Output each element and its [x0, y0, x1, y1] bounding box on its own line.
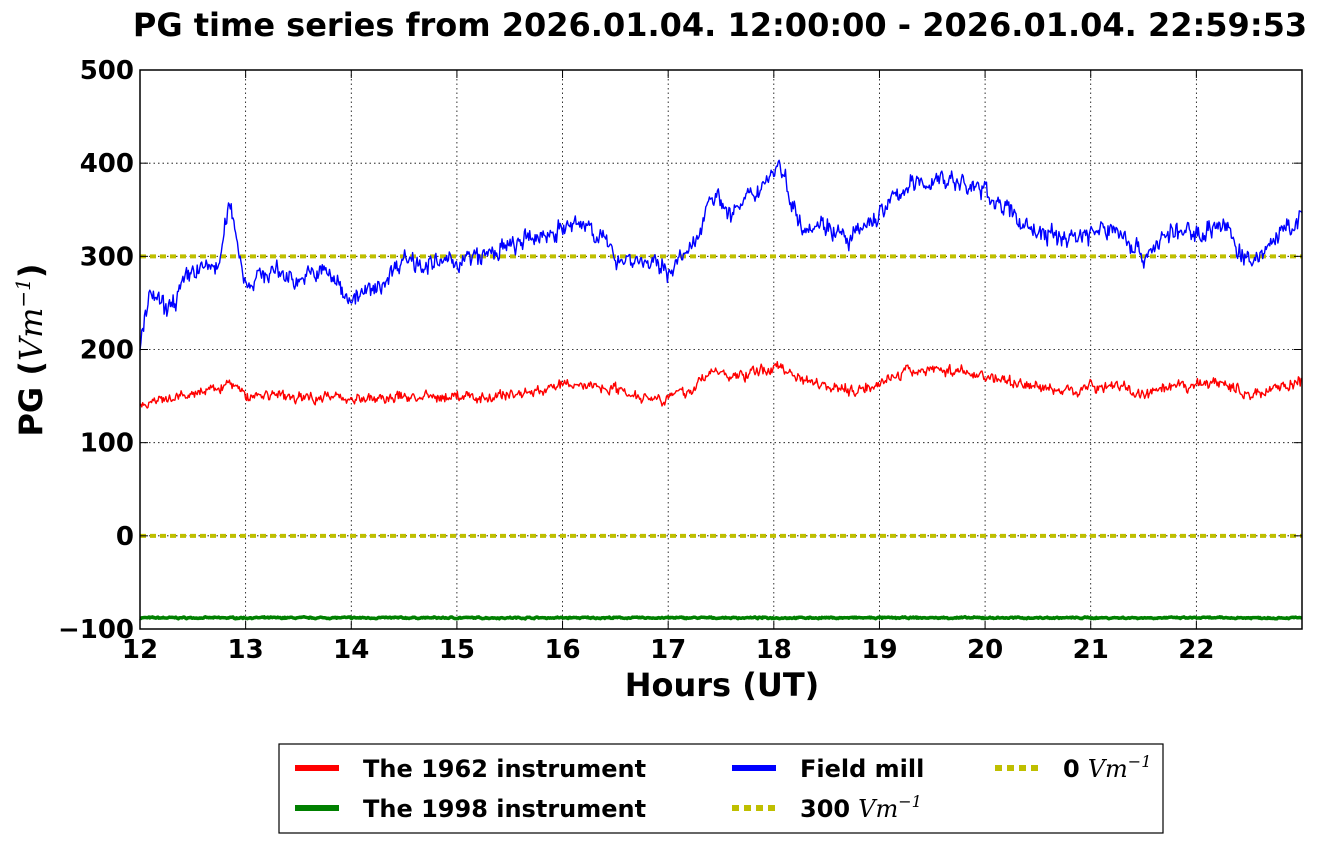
legend-label: The 1998 instrument: [363, 795, 646, 823]
x-tick-label: 14: [333, 635, 369, 665]
y-axis-label-prefix: PG (: [12, 361, 50, 436]
legend-label: Field mill: [800, 755, 924, 783]
legend-label: The 1962 instrument: [363, 755, 646, 783]
legend-item: 300 Vm−1: [732, 792, 922, 823]
legend-item: Field mill: [732, 755, 924, 783]
legend-items: The 1962 instrument Field mill 0 Vm−1 The 19…: [295, 752, 1151, 823]
legend-item: The 1962 instrument: [295, 755, 646, 783]
legend-item: The 1998 instrument: [295, 795, 646, 823]
legend-label: 300 Vm−1: [800, 792, 922, 823]
y-axis-label-suffix: ): [12, 263, 50, 278]
y-tick-label: 100: [80, 429, 134, 459]
legend: The 1962 instrument Field mill 0 Vm−1 The 19…: [278, 743, 1164, 834]
series-line-field-mill: [139, 159, 1303, 351]
x-tick-label: 16: [544, 635, 580, 665]
x-tick-label: 21: [1073, 635, 1109, 665]
x-tick-label: 22: [1178, 635, 1214, 665]
legend-box: [278, 743, 1164, 834]
y-tick-label: 200: [80, 336, 134, 366]
legend-item: 0 Vm−1: [995, 752, 1151, 783]
y-tick-label: 0: [116, 522, 134, 552]
series-line-the-1998-instrument: [139, 614, 1303, 621]
y-axis-label-unit: Vm: [12, 308, 50, 361]
chart-title: PG time series from 2026.01.04. 12:00:00…: [133, 6, 1307, 44]
x-tick-label: 17: [650, 635, 686, 665]
plot-series: [139, 159, 1303, 621]
axis-ticks: 12 13 14 15 16 17 18 19 20 21 22 −100 0 100 200 300 400 5…: [58, 56, 1302, 665]
y-axis-label: PG (Vm−1): [11, 263, 50, 436]
y-axis-label-exp: −1: [11, 278, 35, 307]
y-tick-label: −100: [58, 615, 134, 645]
series-line-the-1962-instrument: [139, 361, 1303, 409]
x-tick-label: 13: [228, 635, 264, 665]
x-axis-label: Hours (UT): [625, 666, 820, 704]
x-tick-label: 20: [967, 635, 1003, 665]
y-tick-label: 300: [80, 242, 134, 272]
legend-label: 0 Vm−1: [1063, 752, 1151, 783]
x-tick-label: 15: [439, 635, 475, 665]
x-tick-label: 18: [756, 635, 792, 665]
y-tick-label: 500: [80, 56, 134, 86]
x-tick-label: 19: [861, 635, 897, 665]
x-tick-label: 12: [122, 635, 158, 665]
y-tick-label: 400: [80, 149, 134, 179]
grid-lines: [140, 70, 1302, 629]
